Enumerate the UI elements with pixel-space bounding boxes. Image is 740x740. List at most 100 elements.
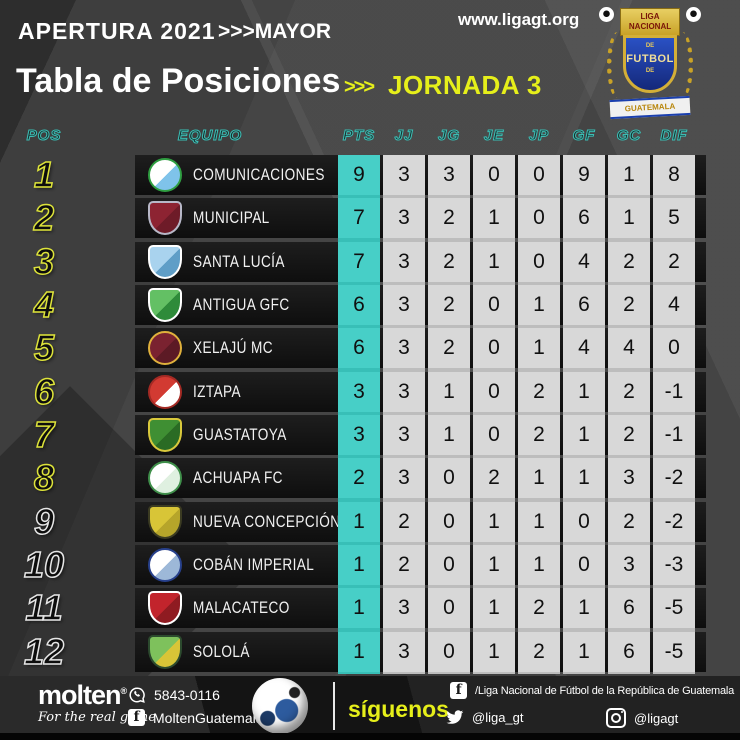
column-header-dif: DIF [660, 127, 688, 145]
team-logo [148, 374, 182, 409]
stat-cell-je: 1 [473, 198, 515, 239]
stat-cell-je: 0 [473, 414, 515, 455]
table-row: MALACATECO 11 1 3 0 1 2 1 6 -5 [0, 587, 740, 631]
laurel-wreath-icon [672, 32, 693, 98]
website-url: www.ligagt.org [458, 10, 580, 29]
stat-cell-jj: 2 [383, 501, 425, 542]
facebook-icon: f [450, 682, 467, 699]
stat-cells: 1 3 0 1 2 1 6 -5 [338, 631, 695, 672]
stat-cell-jg: 1 [428, 371, 470, 412]
stat-cell-jj: 3 [383, 414, 425, 455]
stat-cell-pts: 6 [338, 328, 380, 369]
phone-number: 5843-0116 [154, 686, 220, 703]
stat-cell-jj: 3 [383, 371, 425, 412]
stat-cell-dif: 0 [653, 328, 695, 369]
stat-cell-pts: 3 [338, 371, 380, 412]
team-name: COBÁN IMPERIAL [193, 554, 315, 574]
stat-cell-jp: 1 [518, 284, 560, 325]
league-logo-banner: LIGA NACIONAL [620, 8, 680, 36]
table-row: ACHUAPA FC 8 2 3 0 2 1 1 3 -2 [0, 457, 740, 501]
stat-cell-gc: 3 [608, 458, 650, 499]
league-logo-ribbon: GUATEMALA [609, 95, 691, 120]
stat-cell-jp: 0 [518, 241, 560, 282]
team-name: SOLOLÁ [193, 641, 250, 661]
stat-cell-gf: 9 [563, 155, 605, 195]
stat-cell-gf: 0 [563, 501, 605, 542]
stat-cell-pts: 7 [338, 241, 380, 282]
facebook-icon: f [128, 709, 145, 726]
stat-cell-je: 1 [473, 588, 515, 629]
stat-cell-dif: -3 [653, 544, 695, 585]
stat-cell-gf: 6 [563, 198, 605, 239]
twitter-icon [446, 708, 464, 726]
stat-cell-dif: -1 [653, 414, 695, 455]
league-logo-shield: DE FUTBOL DE [623, 35, 677, 93]
stat-cell-jg: 0 [428, 458, 470, 499]
team-logo [148, 158, 182, 192]
stat-cell-jg: 2 [428, 328, 470, 369]
stat-cell-je: 0 [473, 284, 515, 325]
footer: molten® For the real game 5843-0116 f Mo… [0, 676, 740, 740]
team-name: ANTIGUA GFC [193, 294, 290, 314]
stat-cell-pts: 1 [338, 544, 380, 585]
stat-cell-je: 0 [473, 328, 515, 369]
column-header-gf: GF [572, 127, 596, 145]
column-header-pos: POS [26, 127, 62, 145]
stat-cells: 3 3 1 0 2 1 2 -1 [338, 371, 695, 412]
soccer-ball-photo [252, 678, 308, 734]
stat-cell-dif: -2 [653, 501, 695, 542]
stat-cell-dif: 4 [653, 284, 695, 325]
stat-cell-jj: 2 [383, 544, 425, 585]
team-name: MUNICIPAL [193, 208, 270, 228]
column-header-jg: JG [437, 127, 460, 145]
stat-cell-jj: 3 [383, 631, 425, 672]
stat-cell-jj: 3 [383, 458, 425, 499]
stat-cell-dif: 8 [653, 155, 695, 195]
stat-cell-gc: 6 [608, 631, 650, 672]
stat-cell-gc: 2 [608, 371, 650, 412]
stat-cell-gc: 1 [608, 155, 650, 195]
twitter-handle: @liga_gt [472, 709, 524, 725]
stat-cell-gf: 0 [563, 544, 605, 585]
position-number: 8 [33, 457, 55, 499]
molten-contact: 5843-0116 f MoltenGuatemala [128, 683, 264, 729]
team-logo [148, 287, 182, 322]
stat-cell-gc: 2 [608, 501, 650, 542]
stat-cell-jj: 3 [383, 155, 425, 195]
table-row: GUASTATOYA 7 3 3 1 0 2 1 2 -1 [0, 414, 740, 458]
laurel-wreath-icon [607, 32, 628, 98]
stat-cell-pts: 1 [338, 631, 380, 672]
stat-cell-gf: 1 [563, 458, 605, 499]
stat-cells: 1 2 0 1 1 0 3 -3 [338, 544, 695, 585]
position-number: 1 [33, 154, 55, 196]
team-logo [148, 547, 182, 582]
position-number: 3 [33, 240, 55, 282]
stat-cell-pts: 1 [338, 588, 380, 629]
team-name: SANTA LUCÍA [193, 251, 285, 271]
table-row: COBÁN IMPERIAL 10 1 2 0 1 1 0 3 -3 [0, 544, 740, 588]
stat-cell-jp: 0 [518, 155, 560, 195]
table-header: POS EQUIPO PTS JJ JG JE JP GF GC DIF [0, 127, 740, 153]
stat-cell-jg: 0 [428, 631, 470, 672]
team-logo [148, 591, 182, 626]
stat-cell-jp: 0 [518, 198, 560, 239]
stat-cell-pts: 7 [338, 198, 380, 239]
team-name: GUASTATOYA [193, 424, 287, 444]
molten-logo: molten® [38, 680, 127, 710]
team-logo [148, 201, 182, 236]
stat-cell-gc: 4 [608, 328, 650, 369]
table-row: SOLOLÁ 12 1 3 0 1 2 1 6 -5 [0, 630, 740, 675]
stat-cell-jj: 3 [383, 328, 425, 369]
stat-cell-jg: 0 [428, 544, 470, 585]
column-header-gc: GC [616, 127, 642, 145]
stat-cell-jg: 2 [428, 284, 470, 325]
stat-cell-dif: -5 [653, 588, 695, 629]
team-name: ACHUAPA FC [193, 468, 283, 488]
whatsapp-icon [128, 686, 146, 704]
